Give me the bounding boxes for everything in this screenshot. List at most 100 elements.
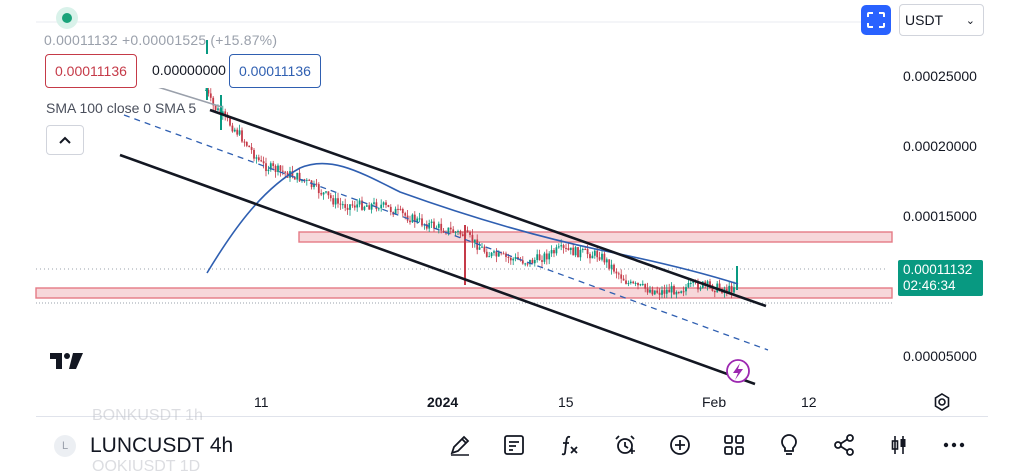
axis-divider <box>36 416 988 417</box>
fit-screen-button[interactable] <box>861 5 891 35</box>
chart-settings-button[interactable] <box>932 392 952 412</box>
candle-body <box>653 290 656 295</box>
candle-body <box>351 204 354 206</box>
watchlist-previous-symbol[interactable]: BONKUSDT 1h <box>92 407 203 424</box>
functions-button[interactable] <box>556 432 582 458</box>
buy-button[interactable]: 0.00011136 <box>229 54 321 88</box>
candle-body <box>353 205 356 208</box>
sell-button[interactable]: 0.00011136 <box>45 54 137 88</box>
resistance-zone[interactable] <box>298 231 893 243</box>
candle-body <box>229 118 231 126</box>
candle-body <box>579 249 582 258</box>
candle-body <box>341 204 344 206</box>
candle-body <box>627 283 630 285</box>
time-axis-label: 2024 <box>427 394 459 410</box>
candle-body <box>565 247 567 249</box>
candle-body <box>207 89 210 94</box>
candle-body <box>430 221 433 224</box>
candle-body <box>591 255 594 259</box>
watchlist-next-symbol[interactable]: OOKIUSDT 1D <box>92 458 201 472</box>
candle-body <box>670 285 673 293</box>
candle-body <box>260 160 263 162</box>
candle-body <box>320 193 323 195</box>
indicators-button[interactable] <box>501 432 527 458</box>
candle-body <box>212 97 215 106</box>
layouts-button[interactable] <box>721 432 747 458</box>
lightbulb-icon <box>781 434 797 455</box>
candle-body <box>596 250 599 258</box>
candle-body <box>296 172 299 180</box>
channel-lower-line[interactable] <box>119 153 756 386</box>
candle-body <box>452 229 455 233</box>
candle-body <box>277 165 279 173</box>
currency-select[interactable]: USDT ⌄ <box>899 4 984 36</box>
indicator-legend[interactable]: SMA 100 close 0 SMA 5 <box>46 100 197 116</box>
candle-body <box>567 248 570 251</box>
collapse-legend-button[interactable] <box>46 125 84 155</box>
spread-value: 0.00000000 <box>146 54 235 88</box>
symbol-selector[interactable]: LUNCUSDT 4h <box>90 434 233 458</box>
candle-body <box>658 292 661 295</box>
candle-body <box>459 231 462 235</box>
candle-body <box>641 283 644 285</box>
candle-body <box>598 257 601 260</box>
candle-body <box>605 259 608 263</box>
candle-body <box>346 207 349 210</box>
candle-body <box>291 171 294 178</box>
candle-body <box>315 183 318 185</box>
candle-body <box>502 253 505 255</box>
candle-body <box>449 227 452 230</box>
candle-body <box>584 249 587 251</box>
candle-body <box>637 282 639 286</box>
candle-body <box>214 105 217 111</box>
candle-body <box>231 125 234 132</box>
ohlc-summary: 0.00011132 +0.00001525 (+15.87%) <box>44 32 278 48</box>
candle-body <box>656 290 659 293</box>
candle-body <box>473 239 476 243</box>
alert-button[interactable] <box>612 432 638 458</box>
fit-screen-icon <box>867 12 885 28</box>
candle-body <box>344 204 347 208</box>
draw-button[interactable] <box>447 432 473 458</box>
candle-body <box>709 281 711 286</box>
candle-body <box>521 260 524 264</box>
candle-body <box>646 288 649 293</box>
candle-body <box>409 220 411 223</box>
candle-body <box>497 252 500 257</box>
current-price-tag: 0.00011132 02:46:34 <box>898 260 983 296</box>
add-button[interactable] <box>667 432 693 458</box>
candle-body <box>339 203 342 205</box>
indicators-icon <box>504 435 524 455</box>
candle-body <box>334 198 337 205</box>
candle-body <box>555 247 558 254</box>
candle-body <box>433 221 435 229</box>
candle-body <box>689 282 692 284</box>
candle-body <box>325 191 327 193</box>
support-zone[interactable] <box>35 287 893 299</box>
candle-body <box>253 149 255 159</box>
candle-body <box>284 171 287 173</box>
candle-body <box>267 169 270 172</box>
candle-body <box>255 157 258 159</box>
channel-upper-line[interactable] <box>209 108 767 308</box>
candle-countdown: 02:46:34 <box>903 278 956 293</box>
candle-body <box>730 285 733 293</box>
candle-body <box>569 247 572 251</box>
candle-body <box>692 281 695 283</box>
ideas-button[interactable] <box>776 432 802 458</box>
currency-value: USDT <box>905 12 944 28</box>
candle-body <box>224 111 227 115</box>
candle-body <box>699 287 702 290</box>
channel-mid-line[interactable] <box>123 114 769 351</box>
candle-body <box>661 290 663 295</box>
function-icon <box>561 435 578 456</box>
candle-body <box>440 223 443 231</box>
share-button[interactable] <box>831 432 857 458</box>
candle-body <box>610 264 613 269</box>
candle-body <box>507 256 510 258</box>
chart-type-button[interactable] <box>886 432 912 458</box>
more-button[interactable] <box>941 432 967 458</box>
candle-body <box>668 289 671 293</box>
candle-body <box>613 264 615 272</box>
